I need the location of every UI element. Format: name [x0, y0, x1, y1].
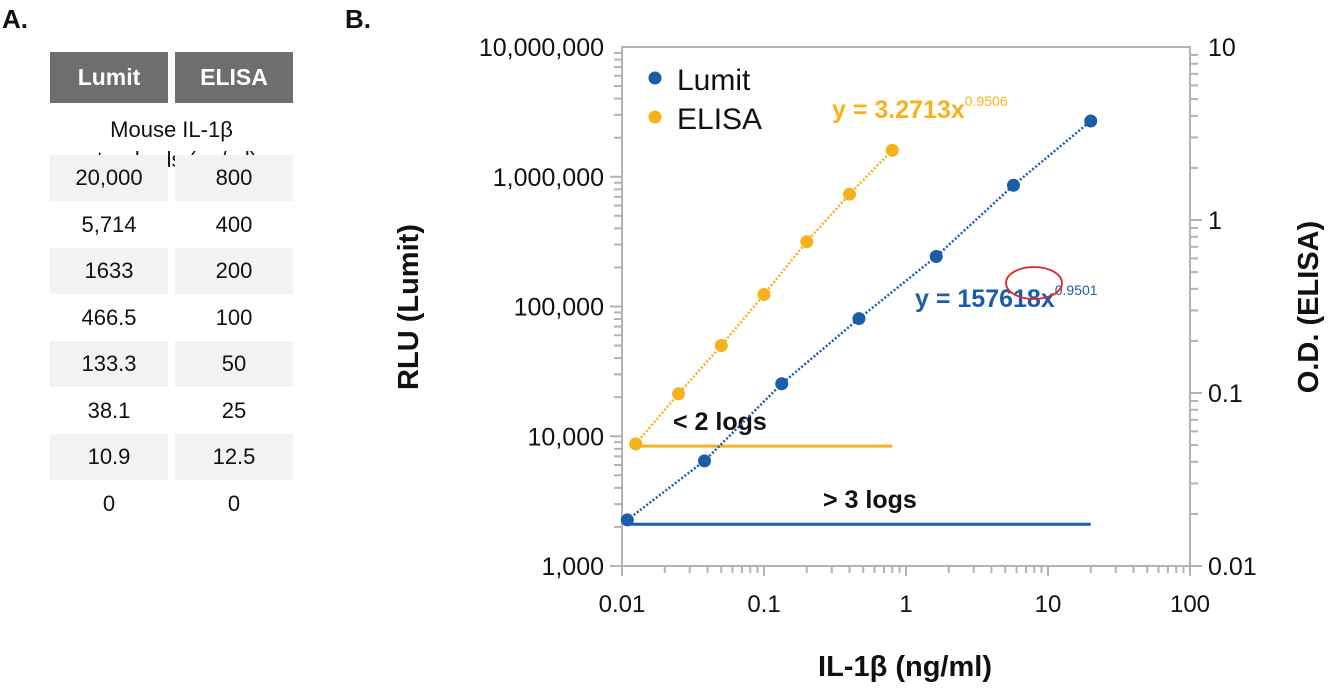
data-point-lumit — [1084, 114, 1098, 128]
equation-elisa: y = 3.2713x0.9506 — [832, 93, 1008, 124]
y2-tick-label: 10 — [1208, 34, 1236, 62]
table-cell: 0 — [227, 490, 241, 516]
table-cell: 10.9 — [50, 434, 168, 480]
data-point-lumit — [852, 312, 866, 326]
y2-axis-label: O.D. (ELISA) — [1293, 221, 1325, 393]
table-cell: 50 — [175, 341, 293, 387]
panel-b-label: B. — [345, 4, 371, 34]
data-point-lumit — [929, 249, 943, 263]
panel-a-label: A. — [2, 4, 28, 34]
data-point-elisa — [714, 339, 728, 353]
data-point-lumit — [775, 377, 789, 391]
table-cell: 800 — [175, 155, 293, 201]
table-cell: 100 — [215, 304, 253, 330]
legend-marker-elisa — [648, 110, 662, 124]
table-cell: 1633 — [50, 248, 168, 294]
x-tick-label: 0.01 — [599, 591, 646, 618]
y2-tick-label: 0.1 — [1208, 380, 1243, 408]
y-axis-label: RLU (Lumit) — [393, 224, 425, 390]
data-point-elisa — [842, 187, 856, 201]
data-point-elisa — [672, 387, 686, 401]
data-point-lumit — [1006, 178, 1020, 192]
table-cell: 0 — [102, 490, 116, 516]
table-cell: 5,714 — [81, 211, 137, 237]
x-axis-label: IL-1β (ng/ml) — [818, 651, 992, 683]
range-label: > 3 logs — [823, 486, 917, 514]
data-point-elisa — [885, 143, 899, 157]
y-tick-label: 10,000,000 — [479, 34, 604, 62]
table-cell: 466.5 — [81, 304, 137, 330]
table-cell: 38.1 — [87, 397, 131, 423]
y-tick-label: 1,000 — [541, 553, 604, 581]
table-cell: 12.5 — [175, 434, 293, 480]
data-point-elisa — [800, 235, 814, 249]
y2-tick-label: 0.01 — [1208, 553, 1257, 581]
data-point-elisa — [757, 287, 771, 301]
data-point-lumit — [620, 513, 634, 527]
y-tick-label: 100,000 — [514, 294, 604, 322]
x-tick-label: 0.1 — [747, 591, 780, 618]
data-point-lumit — [697, 454, 711, 468]
legend-marker-lumit — [648, 71, 662, 85]
highlight-circle — [1005, 266, 1063, 300]
table-header-lumit: Lumit — [50, 52, 168, 103]
table-header-elisa: ELISA — [175, 52, 293, 103]
x-tick-label: 100 — [1170, 591, 1210, 618]
x-tick-label: 10 — [1035, 591, 1062, 618]
data-point-elisa — [629, 437, 643, 451]
legend-label-lumit: Lumit — [677, 64, 751, 97]
table-cell: 25 — [221, 397, 247, 423]
y-tick-label: 1,000,000 — [493, 164, 604, 192]
table-cell: 133.3 — [50, 341, 168, 387]
x-tick-label: 1 — [899, 591, 912, 618]
table-cell: 400 — [215, 211, 253, 237]
table-cell: 20,000 — [50, 155, 168, 201]
y-tick-label: 10,000 — [528, 423, 604, 451]
table-cell: 200 — [175, 248, 293, 294]
legend-label-elisa: ELISA — [677, 103, 762, 136]
y2-tick-label: 1 — [1208, 207, 1222, 235]
subheader-line-1: Mouse IL-1β — [110, 117, 233, 142]
